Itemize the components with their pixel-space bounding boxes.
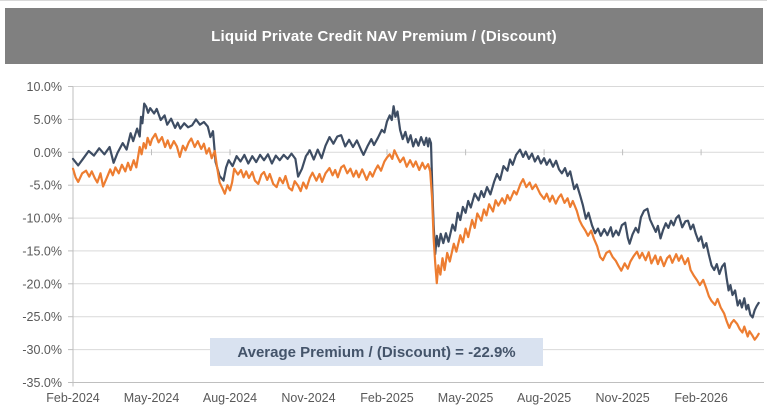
y-axis-tick-label: 10.0% bbox=[27, 80, 62, 94]
navy-series-line bbox=[71, 102, 760, 319]
orange-series-line bbox=[71, 132, 760, 341]
x-axis-tick-label: Nov-2024 bbox=[281, 391, 335, 405]
y-axis-tick-label: -25.0% bbox=[22, 310, 62, 324]
y-axis-tick-label: -20.0% bbox=[22, 277, 62, 291]
y-axis-tick-label: -30.0% bbox=[22, 343, 62, 357]
chart-title-bar: Liquid Private Credit NAV Premium / (Dis… bbox=[5, 8, 763, 64]
average-annotation: Average Premium / (Discount) = -22.9% bbox=[210, 338, 543, 366]
x-axis-tick-label: Feb-2024 bbox=[46, 391, 100, 405]
x-axis-tick-label: Aug-2024 bbox=[203, 391, 257, 405]
y-axis-tick-label: 5.0% bbox=[34, 113, 63, 127]
y-axis-tick-label: 0.0% bbox=[34, 146, 63, 160]
chart-title: Liquid Private Credit NAV Premium / (Dis… bbox=[211, 27, 557, 45]
y-axis-tick-label: -10.0% bbox=[22, 212, 62, 226]
y-axis-tick-label: -5.0% bbox=[29, 179, 62, 193]
x-axis-tick-label: Feb-2026 bbox=[674, 391, 728, 405]
average-annotation-text: Average Premium / (Discount) = -22.9% bbox=[237, 343, 516, 361]
y-axis-tick-label: -15.0% bbox=[22, 244, 62, 258]
x-axis-tick-label: Feb-2025 bbox=[360, 391, 414, 405]
x-axis-tick-label: Nov-2025 bbox=[595, 391, 649, 405]
y-axis-tick-label: -35.0% bbox=[22, 376, 62, 390]
x-axis-tick-label: May-2025 bbox=[438, 391, 494, 405]
x-axis-tick-label: Aug-2025 bbox=[517, 391, 571, 405]
x-axis-tick-label: May-2024 bbox=[124, 391, 180, 405]
